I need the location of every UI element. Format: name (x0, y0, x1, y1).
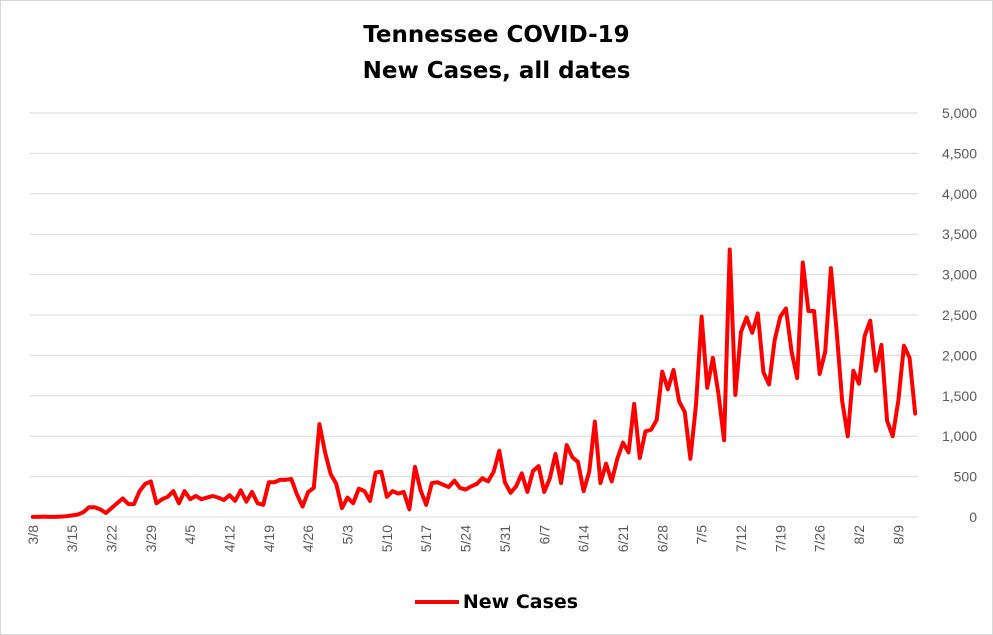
y-axis-tick-labels: 0 500 1,000 1,500 2,000 2,500 3,000 3,500 4,000 4… (942, 105, 977, 525)
x-tick-label: 4/26 (300, 525, 316, 552)
x-tick-label: 5/17 (418, 525, 434, 552)
x-tick-label: 5/31 (497, 525, 513, 552)
legend-swatch-new-cases (414, 600, 459, 604)
x-tick-label: 8/9 (890, 525, 906, 545)
y-tick-label: 1,000 (942, 428, 977, 444)
x-tick-label: 7/12 (733, 525, 749, 552)
y-tick-label: 500 (954, 469, 978, 485)
y-tick-label: 2,000 (942, 347, 977, 363)
y-tick-label: 1,500 (942, 388, 977, 404)
x-tick-label: 3/15 (64, 525, 80, 552)
y-tick-label: 4,000 (942, 186, 977, 202)
x-tick-label: 5/24 (458, 525, 474, 552)
x-tick-label: 5/3 (340, 525, 356, 545)
series-layer (30, 247, 918, 519)
chart-subtitle: New Cases, all dates (362, 58, 631, 84)
legend-label-new-cases: New Cases (462, 591, 579, 613)
legend: New Cases (0, 588, 993, 616)
x-tick-label: 7/26 (812, 525, 828, 552)
chart-title: Tennessee COVID-19 (363, 22, 630, 48)
y-tick-label: 0 (969, 509, 977, 525)
x-axis-tick-labels: 3/8 3/15 3/22 3/29 4/5 4/12 4/19 4/26 5/3 5/10 5/1… (25, 525, 907, 552)
x-tick-label: 4/19 (261, 525, 277, 552)
x-tick-label: 6/7 (536, 525, 552, 545)
x-tick-label: 4/5 (182, 525, 198, 545)
x-tick-label: 7/19 (772, 525, 788, 552)
x-tick-label: 8/2 (851, 525, 867, 545)
y-tick-label: 2,500 (942, 307, 977, 323)
x-tick-label: 6/21 (615, 525, 631, 552)
x-tick-label: 6/28 (654, 525, 670, 552)
x-tick-label: 5/10 (379, 525, 395, 552)
y-tick-label: 4,500 (942, 145, 977, 161)
x-tick-label: 6/14 (576, 525, 592, 552)
y-tick-label: 3,500 (942, 226, 977, 242)
x-tick-label: 7/5 (694, 525, 710, 545)
x-tick-label: 4/12 (222, 525, 238, 552)
x-tick-label: 3/22 (103, 525, 119, 552)
y-tick-label: 3,000 (942, 267, 977, 283)
y-tick-label: 5,000 (942, 105, 977, 121)
x-tick-label: 3/29 (143, 525, 159, 552)
x-tick-label: 3/8 (25, 525, 41, 545)
series-line-new-cases (30, 247, 918, 519)
gridlines (30, 112, 918, 478)
